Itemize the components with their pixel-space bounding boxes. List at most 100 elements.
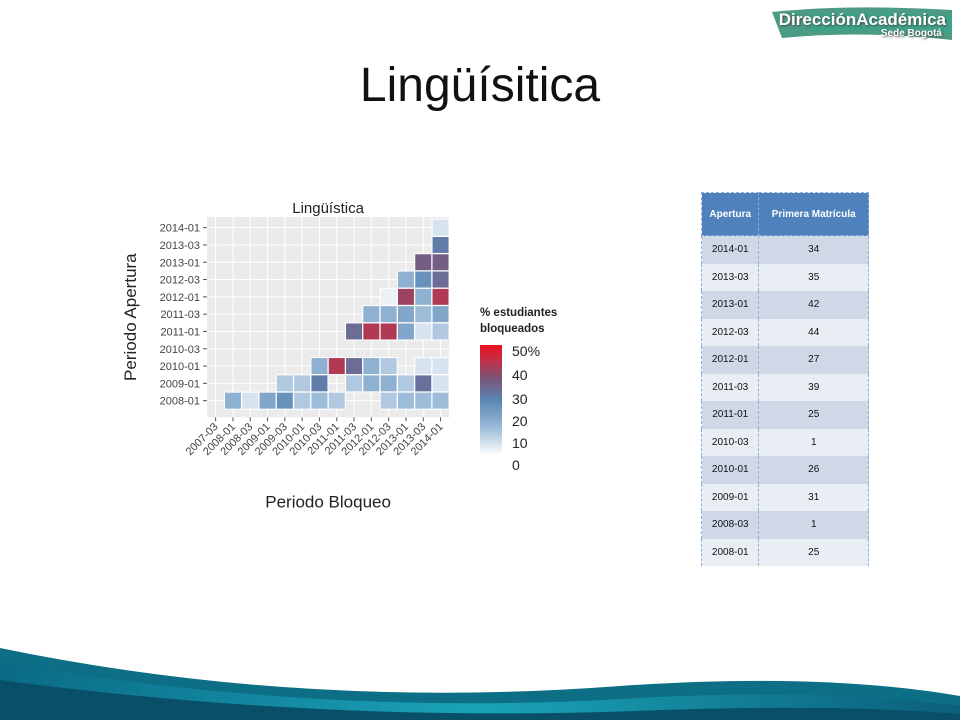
legend-label: 0: [512, 457, 520, 473]
brand-subtitle: Sede Bogotá: [880, 28, 942, 39]
heatmap-cell: [293, 374, 312, 393]
heatmap-cell: [431, 218, 450, 237]
heatmap-cell: [362, 305, 381, 324]
heatmap-cell: [345, 357, 364, 376]
heatmap-cell: [258, 391, 277, 410]
brand-name: DirecciónAcadémica: [778, 10, 946, 29]
table-cell: 2009-01: [700, 483, 760, 511]
legend-label: 20: [512, 413, 528, 429]
heatmap-cell: [379, 391, 398, 410]
heatmap-cell: [414, 322, 433, 341]
table-row: 2010-03 1: [700, 428, 869, 456]
table-row: 2009-01 31: [700, 483, 869, 511]
heatmap-cell: [310, 391, 329, 410]
slide-title: Lingüísitica: [359, 59, 601, 112]
legend-label: 40: [512, 367, 528, 383]
table-cell: 2013-03: [700, 263, 760, 291]
y-tick-label: 2011-03: [160, 309, 200, 321]
table-header-row: Apertura Primera Matrícula: [700, 192, 869, 236]
brand-swoosh-icon: [772, 7, 952, 41]
heatmap-cell: [431, 374, 450, 393]
table-row: 2012-01 27: [700, 346, 869, 374]
heatmap-cell: [431, 305, 450, 324]
y-axis-label: Periodo Apertura: [121, 253, 140, 381]
y-tick-label: 2009-01: [160, 378, 200, 390]
table-cell: 25: [758, 401, 869, 429]
table-cell: 2010-01: [700, 456, 760, 484]
table-cell: 1: [758, 511, 869, 539]
heatmap-cell: [396, 270, 415, 289]
table-row: 2008-01 25: [700, 538, 869, 566]
heatmap-cell: [414, 374, 433, 393]
heatmap-cell: [379, 322, 398, 341]
table-header: Apertura: [700, 192, 760, 236]
heatmap-cell: [327, 391, 346, 410]
table-cell: 2008-01: [700, 538, 760, 566]
table-cell: 2010-03: [700, 428, 760, 456]
table-row: 2012-03 44: [700, 318, 869, 346]
table-row: 2011-01 25: [700, 401, 869, 429]
heatmap-cell: [223, 391, 242, 410]
footer-wave-decoration: [0, 648, 960, 720]
data-table: Apertura Primera Matrícula 2014-01 34 2013…: [700, 192, 869, 566]
y-tick-label: 2014-01: [160, 223, 200, 235]
heatmap-cell: [362, 357, 381, 376]
heatmap-cell: [396, 322, 415, 341]
heatmap-cell: [362, 374, 381, 393]
heatmap-cell: [431, 270, 450, 289]
legend-label: 10: [512, 435, 528, 451]
table-cell: 27: [758, 346, 869, 374]
table-cell: 2008-03: [700, 511, 760, 539]
heatmap-cell: [414, 391, 433, 410]
table-row: 2013-01 42: [700, 291, 869, 319]
y-tick-label: 2008-01: [160, 396, 200, 408]
table-row: 2008-03 1: [700, 511, 869, 539]
heatmap-cell: [310, 374, 329, 393]
table-cell: 42: [758, 291, 869, 319]
heatmap-cell: [396, 287, 415, 306]
table-cell: 2014-01: [700, 235, 760, 264]
table-cell: 2011-03: [700, 373, 760, 401]
heatmap-cell: [310, 357, 329, 376]
y-tick-label: 2010-01: [160, 361, 200, 373]
heatmap-cell: [379, 287, 398, 306]
heatmap-cell: [345, 374, 364, 393]
y-tick-label: 2012-03: [160, 275, 200, 287]
table-cell: 2013-01: [700, 291, 760, 319]
heatmap-cell: [241, 391, 260, 410]
legend-title: % estudiantes bloqueados: [480, 307, 558, 335]
heatmap-cell: [431, 253, 450, 272]
table-cell: 34: [758, 235, 869, 264]
table-row: 2011-03 39: [700, 373, 869, 401]
table-header: Primera Matrícula: [758, 192, 869, 236]
heatmap-cell: [327, 357, 346, 376]
heatmap-cell: [345, 322, 364, 341]
heatmap-cell: [414, 287, 433, 306]
heatmap-cell: [362, 322, 381, 341]
table-cell: 2012-01: [700, 346, 760, 374]
heatmap-cell: [431, 391, 450, 410]
heatmap-cell: [275, 374, 294, 393]
legend-colorbar: [480, 345, 502, 455]
heatmap-cell: [414, 305, 433, 324]
heatmap-cell: [414, 253, 433, 272]
heatmap-chart: Lingüística 2008-01 2009-01 2010-01 2010-03 2…: [121, 200, 450, 511]
y-tick-label: 2013-01: [160, 257, 200, 269]
heatmap-cell: [414, 357, 433, 376]
table-cell: 44: [758, 318, 869, 346]
chart-title: Lingüística: [292, 200, 364, 217]
heatmap-cell: [275, 391, 294, 410]
table-cell: 39: [758, 373, 869, 401]
table-body: 2014-01 34 2013-03 35 2013-01 42 2012-03 44 2012…: [700, 235, 869, 566]
table-row: 2010-01 26: [700, 456, 869, 484]
table-cell: 2012-03: [700, 318, 760, 346]
x-axis-label: Periodo Bloqueo: [265, 492, 391, 511]
table-row: 2013-03 35: [700, 263, 869, 291]
table-cell: 2011-01: [700, 401, 760, 429]
y-tick-label: 2010-03: [160, 344, 200, 356]
heatmap-cell: [396, 305, 415, 324]
y-tick-label: 2013-03: [160, 240, 200, 252]
heatmap-cell: [396, 391, 415, 410]
heatmap-cell: [431, 235, 450, 254]
heatmap-cell: [379, 374, 398, 393]
